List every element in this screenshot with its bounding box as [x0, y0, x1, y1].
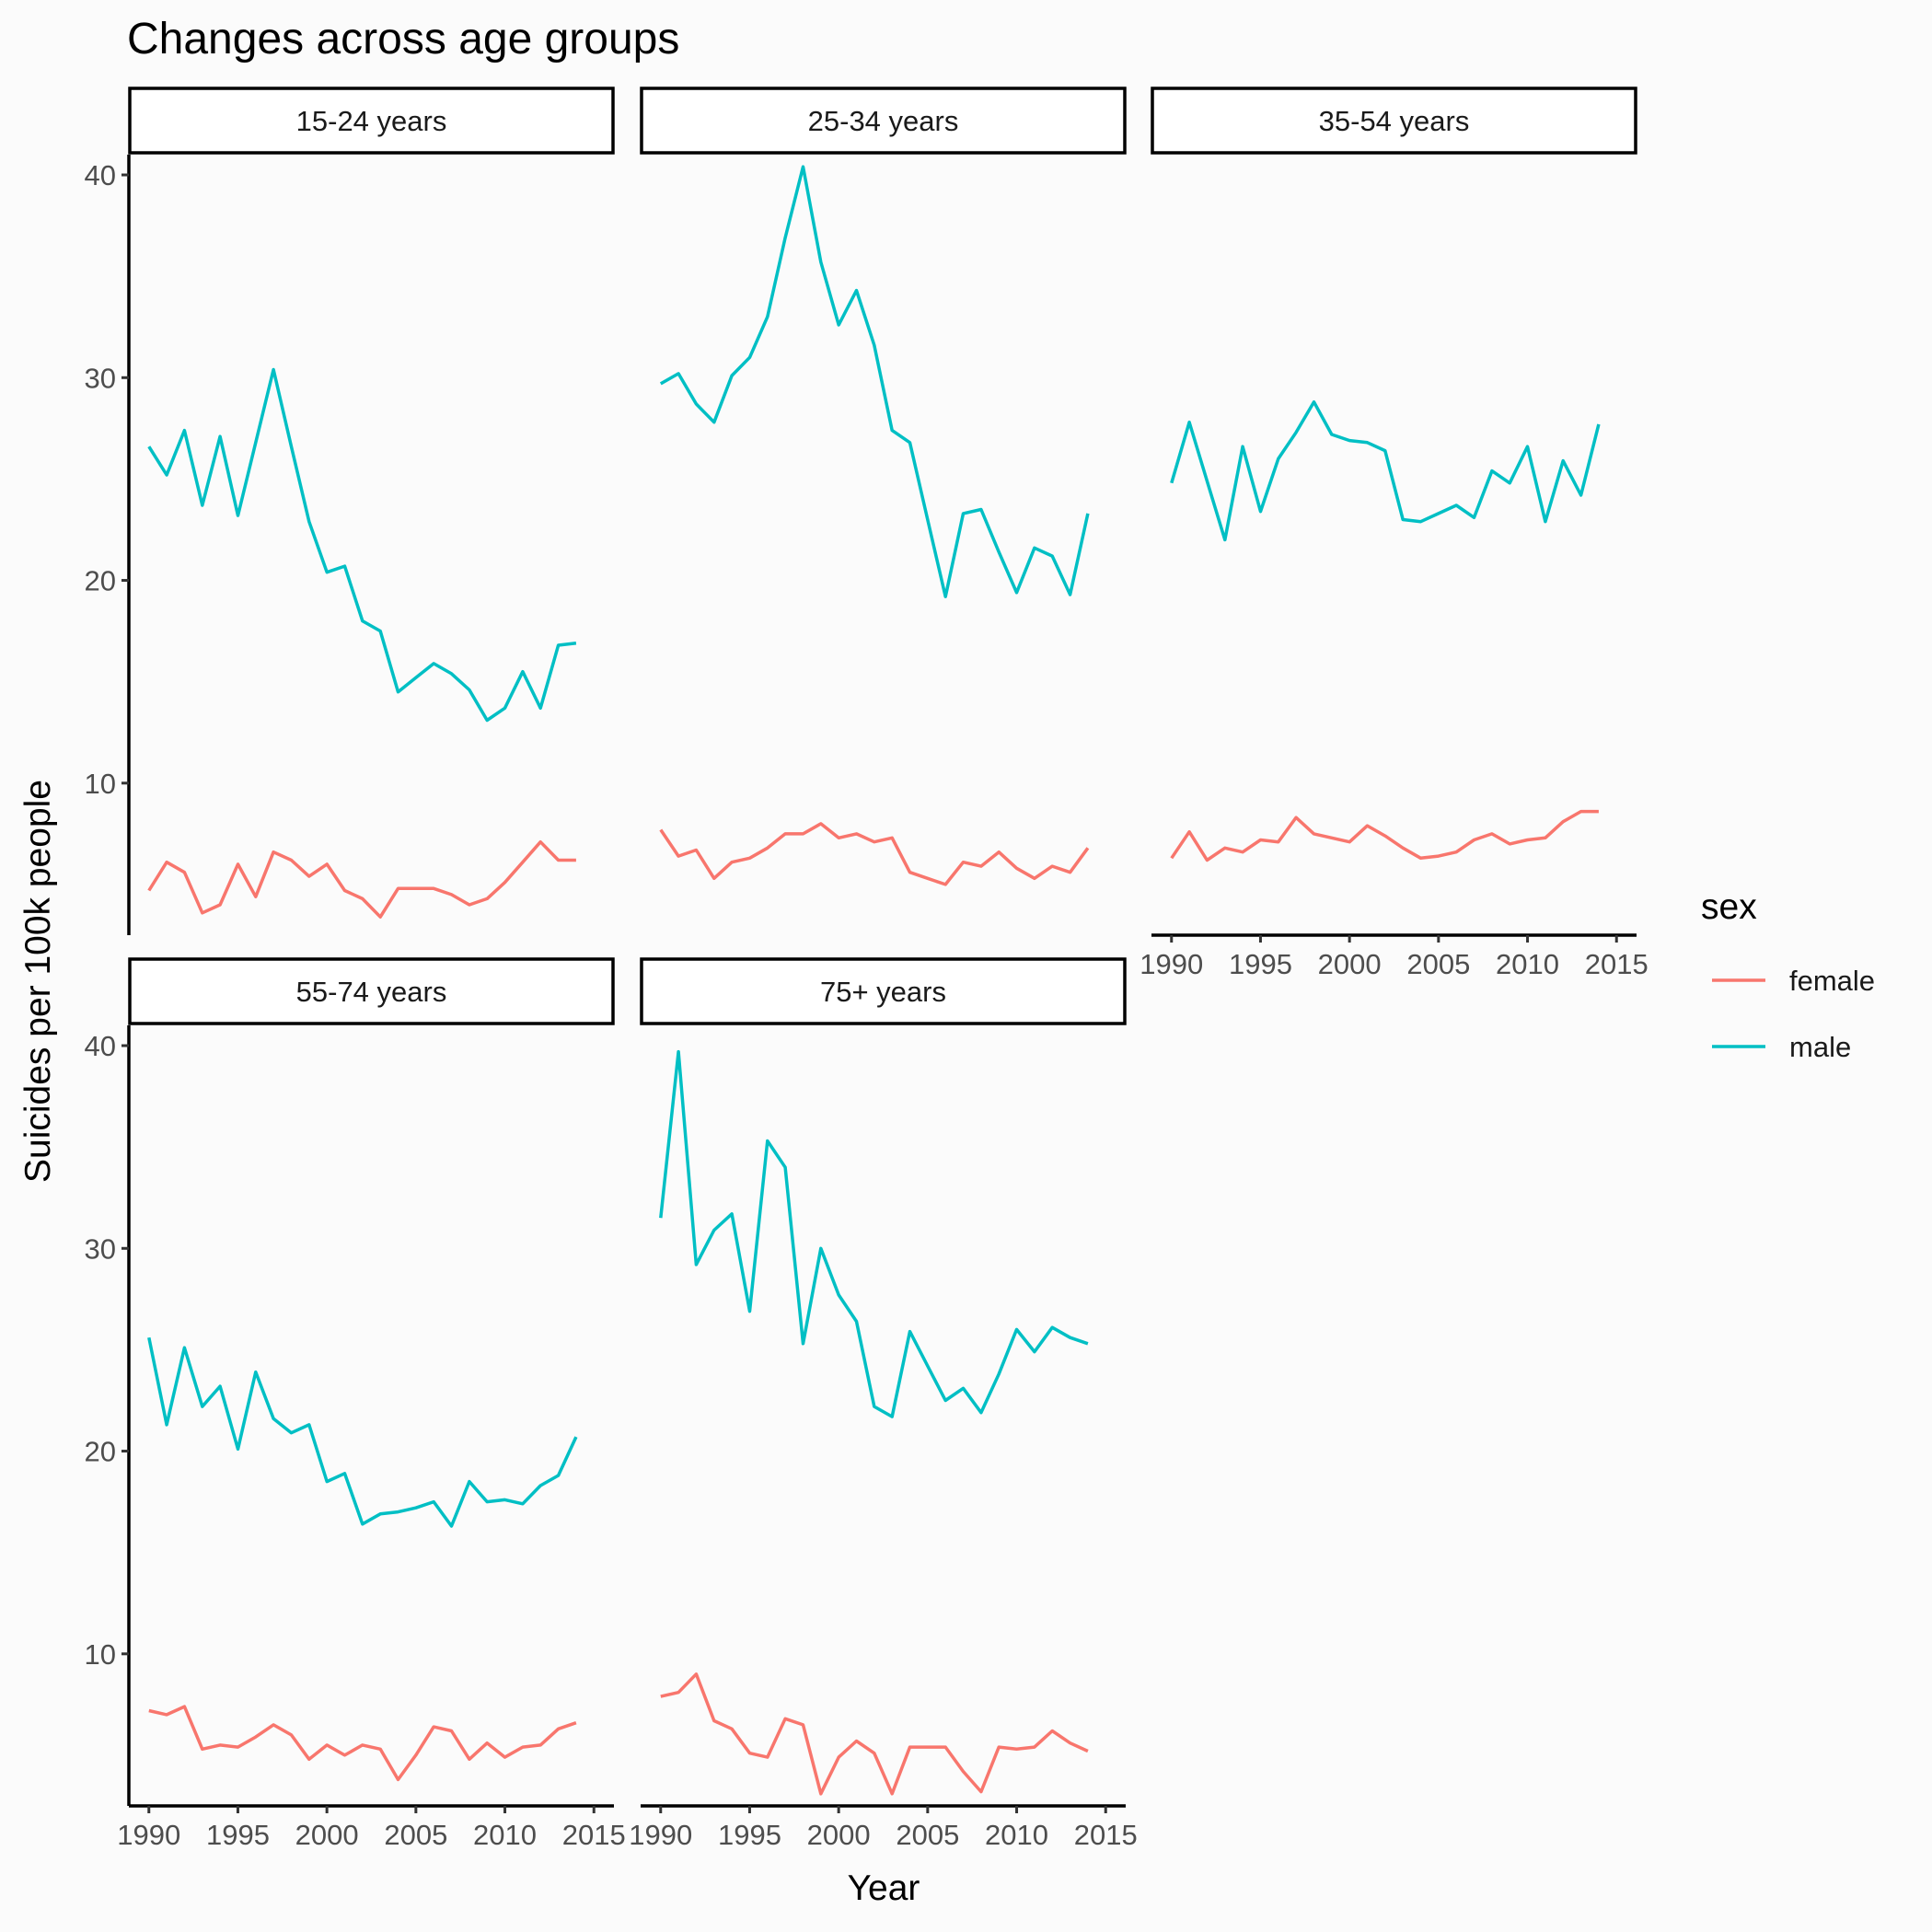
x-tick-label: 2000 [295, 1819, 359, 1851]
y-tick-label: 20 [85, 1436, 116, 1468]
x-tick-label: 1990 [117, 1819, 180, 1851]
x-axis-title: Year [848, 1868, 920, 1908]
series-line-male [147, 1336, 578, 1528]
x-tick-label: 2010 [985, 1819, 1048, 1851]
series-line-female [660, 1672, 1089, 1796]
facet-panel: 55-74 years 10 20 30 40 1990 1995 2000 2005 2010 2… [85, 957, 626, 1851]
facet-panel: 25-34 years [640, 87, 1127, 886]
x-tick-label: 2005 [1406, 948, 1470, 980]
legend-label-male: male [1789, 1031, 1851, 1063]
facet-strip-label: 25-34 years [808, 105, 959, 137]
x-tick-label: 1990 [629, 1819, 692, 1851]
facet-strip [640, 957, 1127, 1025]
series-line-male [147, 367, 577, 723]
facet-panels: 15-24 years 10 20 30 40 25-34 years 35-54 year… [85, 87, 1649, 1851]
x-tick-label: 2010 [473, 1819, 537, 1851]
facet-panel: 35-54 years 1990 1995 2000 2005 2010 2015 [1140, 87, 1649, 980]
facet-panel: 15-24 years 10 20 30 40 [85, 87, 615, 935]
facet-strip-label: 35-54 years [1319, 105, 1470, 137]
legend-title: sex [1701, 887, 1757, 927]
x-tick-label: 2005 [896, 1819, 959, 1851]
x-tick-label: 1995 [718, 1819, 781, 1851]
y-axis-title: Suicides per 100k people [18, 780, 58, 1183]
x-tick-label: 1995 [1229, 948, 1292, 980]
facet-strip [640, 87, 1127, 155]
facet-strip-label: 15-24 years [296, 105, 447, 137]
legend: sex female male [1701, 887, 1875, 1063]
series-line-female [1170, 809, 1599, 862]
y-tick-label: 10 [85, 768, 116, 800]
y-tick-label: 30 [85, 1232, 116, 1265]
x-tick-label: 2000 [807, 1819, 871, 1851]
x-tick-label: 2015 [1585, 948, 1649, 980]
series-line-male [1170, 399, 1601, 542]
facet-strip [128, 87, 615, 155]
y-tick-label: 20 [85, 565, 116, 597]
series-line-male [659, 1049, 1089, 1418]
x-tick-label: 2015 [1074, 1819, 1138, 1851]
x-tick-label: 2015 [562, 1819, 626, 1851]
legend-label-female: female [1789, 965, 1875, 997]
facet-strip [1151, 87, 1637, 155]
y-tick-label: 40 [85, 159, 116, 191]
y-tick-label: 40 [85, 1030, 116, 1062]
series-line-female [148, 1705, 577, 1782]
facet-strip-label: 75+ years [820, 976, 946, 1008]
chart-title: Changes across age groups [127, 15, 679, 64]
x-tick-label: 1995 [206, 1819, 270, 1851]
x-tick-label: 1990 [1140, 948, 1203, 980]
series-line-male [659, 165, 1090, 598]
y-tick-label: 30 [85, 362, 116, 394]
x-tick-label: 2010 [1496, 948, 1559, 980]
facet-strip [128, 957, 615, 1025]
facet-strip-label: 55-74 years [296, 976, 447, 1008]
facet-panel: 75+ years 1990 1995 2000 2005 2010 2015 [629, 957, 1138, 1851]
series-line-female [659, 822, 1090, 886]
series-line-female [147, 839, 576, 919]
y-tick-label: 10 [85, 1638, 116, 1671]
x-tick-label: 2000 [1318, 948, 1382, 980]
x-tick-label: 2005 [384, 1819, 447, 1851]
